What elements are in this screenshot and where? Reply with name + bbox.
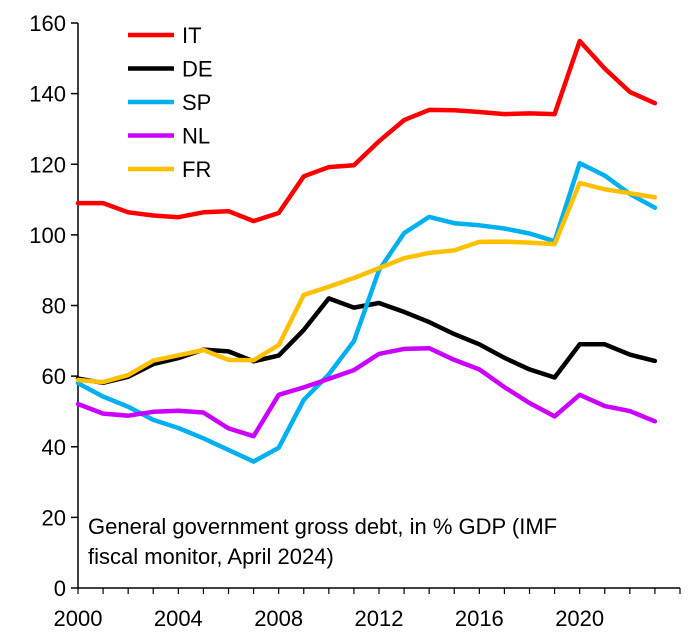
axes: 0 20 40 60 80 100 120 140 160 2000 2004 2008 2012 201…	[29, 11, 681, 631]
annotation-line: General government gross debt, in % GDP …	[88, 514, 557, 539]
y-tick-label: 80	[42, 294, 66, 319]
x-tick-label: 2000	[54, 606, 103, 631]
x-tick-label: 2008	[254, 606, 303, 631]
y-tick-label: 20	[42, 505, 66, 530]
y-tick-label: 160	[29, 11, 66, 36]
legend-label-sp: SP	[182, 90, 211, 115]
series-lines	[75, 38, 658, 464]
x-tick-label: 2020	[555, 606, 604, 631]
legend-label-fr: FR	[182, 157, 211, 182]
series-line-fr	[75, 180, 658, 385]
legend: IT DE SP NL FR	[128, 23, 213, 182]
series-line-nl	[75, 345, 658, 439]
x-tick-label: 2012	[355, 606, 404, 631]
x-tick-label: 2016	[455, 606, 504, 631]
y-tick-label: 100	[29, 223, 66, 248]
legend-label-it: IT	[182, 23, 202, 48]
legend-label-de: DE	[182, 57, 213, 82]
y-tick-label: 40	[42, 435, 66, 460]
y-tick-label: 60	[42, 364, 66, 389]
chart-annotation: General government gross debt, in % GDP …	[88, 514, 557, 569]
annotation-line: fiscal monitor, April 2024)	[88, 544, 334, 569]
legend-label-nl: NL	[182, 124, 210, 149]
y-tick-label: 0	[54, 576, 66, 601]
y-tick-label: 120	[29, 152, 66, 177]
y-tick-label: 140	[29, 82, 66, 107]
series-line-it	[75, 38, 658, 224]
x-tick-label: 2004	[154, 606, 203, 631]
